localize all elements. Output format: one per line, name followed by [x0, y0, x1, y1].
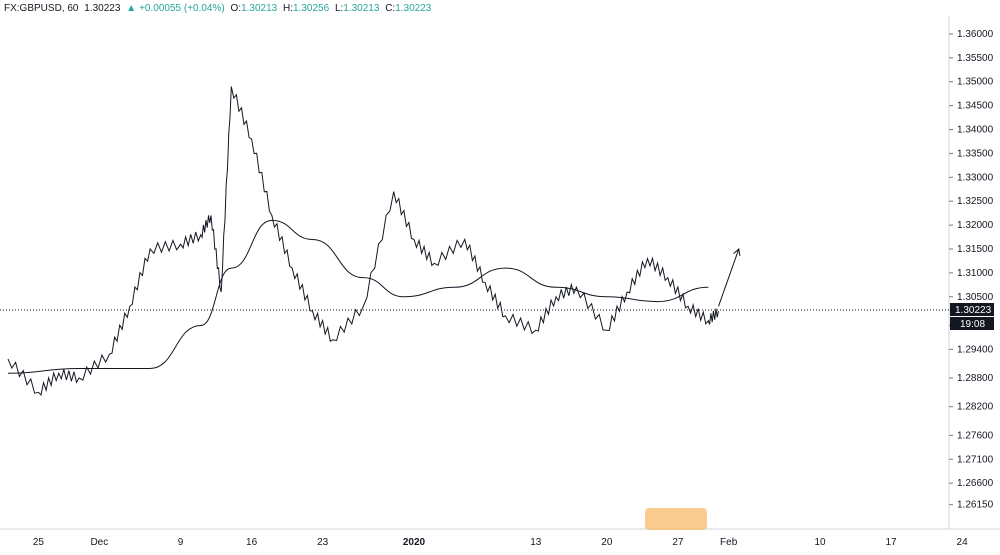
open-label: O:: [230, 3, 242, 14]
y-tick-label: 1.32500: [957, 196, 994, 207]
arrow-head: [733, 248, 741, 256]
y-tick-label: 1.36000: [957, 29, 994, 40]
y-tick-label: 1.34500: [957, 101, 994, 112]
y-tick-label: 1.35500: [957, 53, 994, 64]
price-series-line: [7, 86, 719, 397]
low-label: L:: [334, 3, 344, 14]
countdown-tag-box: [950, 317, 994, 330]
close-label: C:: [385, 3, 396, 14]
y-tick-label: 1.33500: [957, 148, 994, 159]
y-tick-label: 1.31500: [957, 244, 994, 255]
x-tick-label: 2020: [403, 537, 426, 548]
y-tick-label: 1.30500: [957, 292, 994, 303]
y-tick-label: 1.31000: [957, 268, 994, 279]
moving-average-line: [7, 219, 709, 374]
y-tick-label: 1.34000: [957, 125, 994, 136]
x-tick-label: 25: [33, 537, 45, 548]
y-tick-label: 1.27600: [957, 430, 994, 441]
x-tick-label: Dec: [90, 537, 108, 548]
price-tag-box: [950, 303, 994, 316]
y-tick-label: 1.26600: [957, 478, 994, 489]
x-tick-label: 16: [246, 537, 258, 548]
x-tick-label: 17: [885, 537, 897, 548]
y-tick-label: 1.32000: [957, 220, 994, 231]
projection-arrow[interactable]: [718, 248, 741, 307]
up-arrow-icon: ▲: [126, 3, 137, 14]
x-tick-label: 9: [178, 537, 184, 548]
high-value: 1.30256: [293, 3, 330, 14]
y-tick-label: 1.35000: [957, 77, 994, 88]
watermark-logo: [645, 508, 707, 530]
price-tag-value: 1.30223: [955, 305, 992, 316]
change-value: +0.00055 (+0.04%): [139, 3, 225, 14]
open-value: 1.30213: [241, 3, 278, 14]
y-tick-label: 1.26150: [957, 500, 994, 511]
x-tick-label: 27: [672, 537, 684, 548]
x-tick-label: 13: [530, 537, 542, 548]
last-price: 1.30223: [84, 3, 121, 14]
y-tick-label: 1.33000: [957, 172, 994, 183]
x-tick-label: 24: [957, 537, 969, 548]
y-tick-label: 1.27100: [957, 454, 994, 465]
low-value: 1.30213: [343, 3, 380, 14]
chart-header: FX:GBPUSD, 60 1.30223 ▲ +0.00055 (+0.04%)…: [4, 2, 434, 16]
close-value: 1.30223: [395, 3, 432, 14]
y-tick-label: 1.29400: [957, 344, 994, 355]
x-tick-label: 10: [814, 537, 826, 548]
time-axis[interactable]: 25 Dec 9 16 23 2020 13 20 27 Feb 10 17 24: [33, 537, 968, 548]
y-tick-label: 1.28200: [957, 402, 994, 413]
x-tick-label: 20: [601, 537, 613, 548]
arrow-shaft: [718, 248, 740, 307]
high-label: H:: [283, 3, 293, 14]
x-tick-label: Feb: [720, 537, 738, 548]
x-tick-label: 23: [317, 537, 329, 548]
symbol-label[interactable]: FX:GBPUSD, 60: [4, 3, 79, 14]
plot-area[interactable]: [0, 16, 949, 529]
current-price-tag: 1.30223 19:08: [950, 303, 994, 330]
price-tag-countdown: 19:08: [960, 319, 985, 330]
price-axis[interactable]: 1.36000 1.35500 1.35000 1.34500 1.34000 1.335…: [949, 29, 994, 511]
y-tick-label: 1.28800: [957, 373, 994, 384]
